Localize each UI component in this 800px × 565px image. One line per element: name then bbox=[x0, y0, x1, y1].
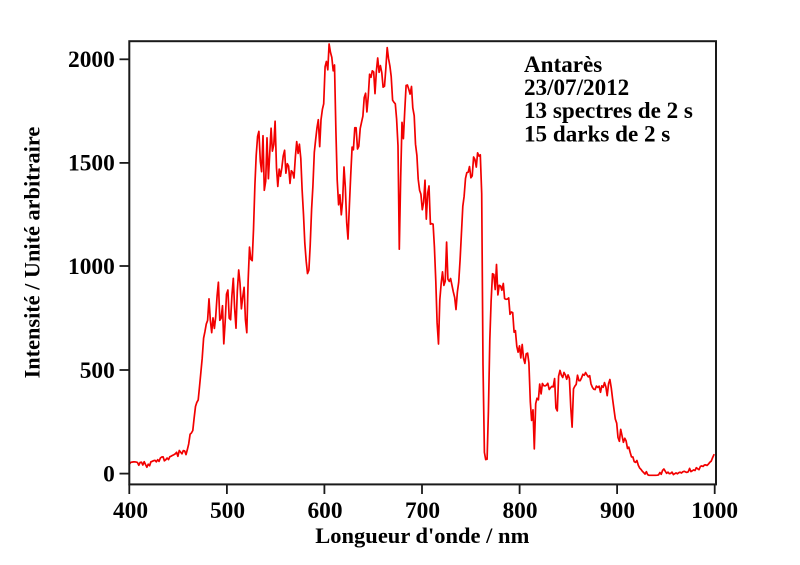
svg-text:1000: 1000 bbox=[691, 498, 738, 524]
svg-text:Longueur d'onde / nm: Longueur d'onde / nm bbox=[315, 523, 529, 548]
svg-text:23/07/2012: 23/07/2012 bbox=[524, 74, 629, 100]
svg-text:Intensité / Unité arbitraire: Intensité / Unité arbitraire bbox=[19, 127, 44, 379]
svg-text:800: 800 bbox=[502, 498, 537, 524]
svg-text:500: 500 bbox=[80, 358, 115, 384]
svg-text:1500: 1500 bbox=[68, 151, 115, 177]
svg-text:13 spectres de 2 s: 13 spectres de 2 s bbox=[524, 97, 693, 123]
svg-text:600: 600 bbox=[307, 498, 342, 524]
svg-text:500: 500 bbox=[210, 498, 245, 524]
svg-text:900: 900 bbox=[600, 498, 635, 524]
svg-text:15 darks de 2 s: 15 darks de 2 s bbox=[524, 120, 670, 146]
svg-text:2000: 2000 bbox=[68, 47, 115, 73]
svg-text:1000: 1000 bbox=[68, 254, 115, 280]
svg-text:0: 0 bbox=[103, 461, 115, 487]
svg-text:Antarès: Antarès bbox=[524, 51, 602, 77]
svg-text:700: 700 bbox=[405, 498, 440, 524]
svg-text:400: 400 bbox=[113, 498, 148, 524]
